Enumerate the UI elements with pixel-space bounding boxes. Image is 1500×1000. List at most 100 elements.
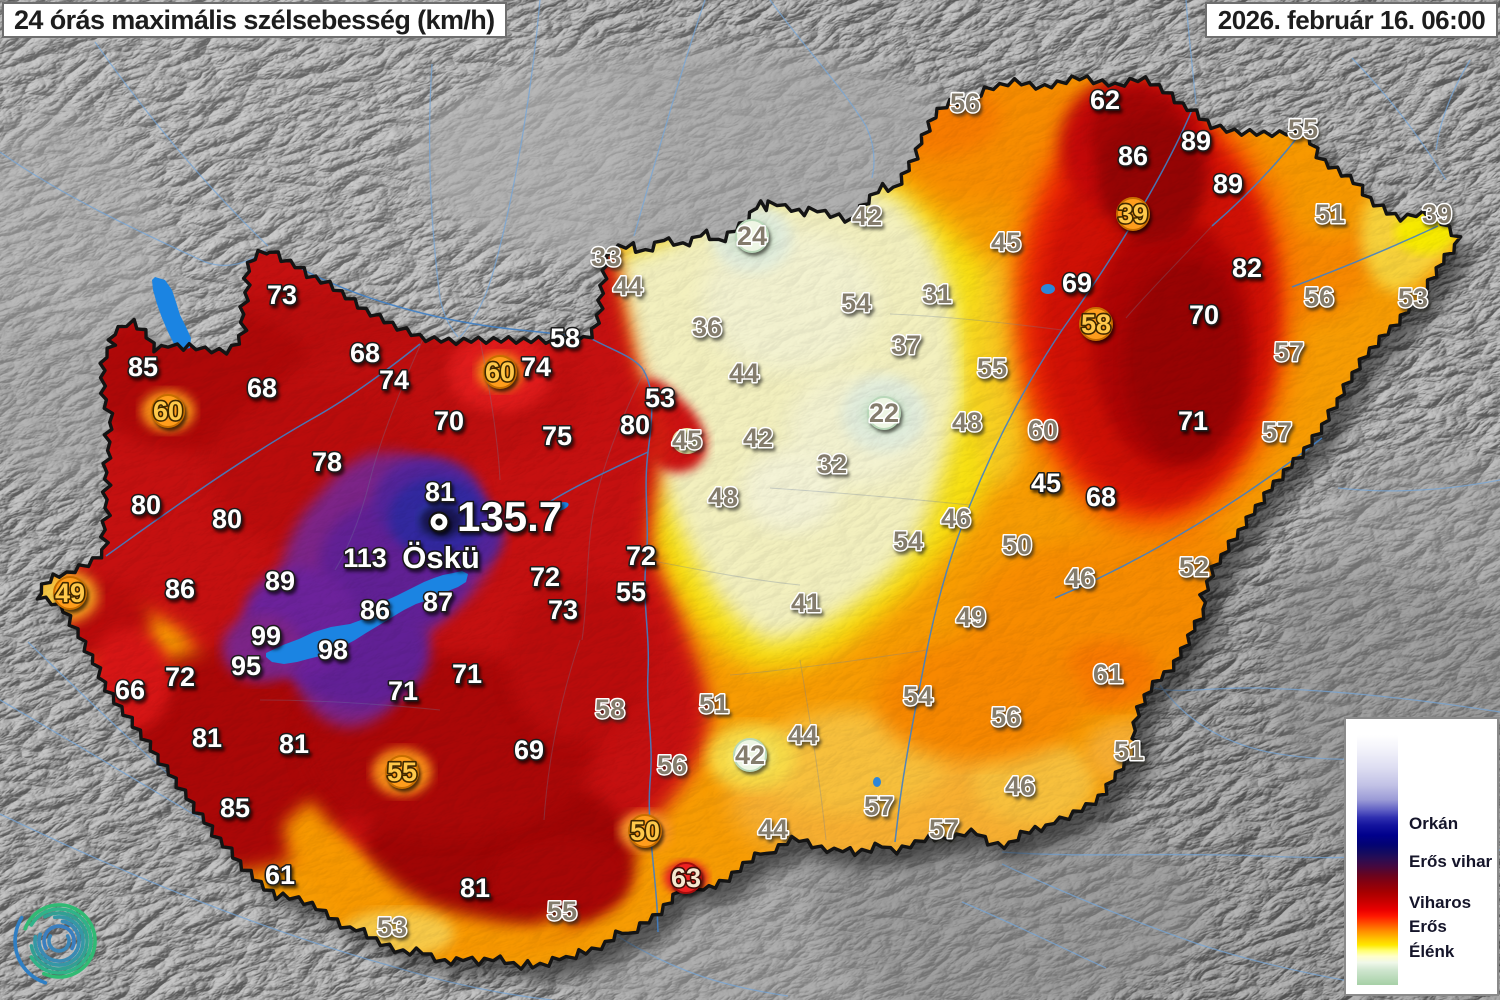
svg-text:42: 42 <box>743 423 773 453</box>
svg-text:53: 53 <box>1398 283 1428 313</box>
svg-text:86: 86 <box>165 574 195 604</box>
svg-text:48: 48 <box>952 407 982 437</box>
svg-text:39: 39 <box>1422 199 1452 229</box>
svg-text:45: 45 <box>991 227 1021 257</box>
svg-text:68: 68 <box>1086 482 1116 512</box>
svg-text:98: 98 <box>318 635 348 665</box>
svg-text:58: 58 <box>595 694 625 724</box>
svg-text:56: 56 <box>657 750 687 780</box>
svg-text:50: 50 <box>1002 530 1032 560</box>
svg-text:53: 53 <box>645 383 675 413</box>
svg-text:80: 80 <box>620 410 650 440</box>
svg-text:60: 60 <box>153 396 183 426</box>
svg-text:41: 41 <box>791 588 821 618</box>
svg-text:Öskü: Öskü <box>402 540 480 575</box>
svg-text:39: 39 <box>1118 199 1148 229</box>
svg-text:49: 49 <box>55 578 85 608</box>
svg-text:85: 85 <box>128 352 158 382</box>
svg-text:31: 31 <box>922 279 952 309</box>
svg-text:80: 80 <box>131 490 161 520</box>
svg-text:37: 37 <box>891 330 921 360</box>
svg-text:73: 73 <box>548 595 578 625</box>
svg-text:89: 89 <box>265 566 295 596</box>
svg-text:57: 57 <box>1262 417 1292 447</box>
svg-text:Erős: Erős <box>1409 917 1447 936</box>
svg-text:75: 75 <box>542 421 572 451</box>
svg-text:45: 45 <box>672 425 702 455</box>
svg-text:58: 58 <box>1081 309 1111 339</box>
svg-text:72: 72 <box>626 541 656 571</box>
svg-text:71: 71 <box>388 676 418 706</box>
svg-text:60: 60 <box>1028 415 1058 445</box>
svg-text:55: 55 <box>1288 114 1318 144</box>
svg-text:68: 68 <box>247 373 277 403</box>
svg-text:51: 51 <box>1315 199 1345 229</box>
svg-text:81: 81 <box>460 873 490 903</box>
svg-text:58: 58 <box>550 323 580 353</box>
svg-text:56: 56 <box>991 702 1021 732</box>
svg-text:51: 51 <box>1114 736 1144 766</box>
svg-text:57: 57 <box>929 814 959 844</box>
svg-text:135.7: 135.7 <box>457 493 562 540</box>
svg-text:44: 44 <box>758 814 788 844</box>
svg-text:80: 80 <box>212 504 242 534</box>
svg-text:81: 81 <box>425 477 455 507</box>
svg-text:55: 55 <box>387 757 417 787</box>
svg-text:61: 61 <box>1093 659 1123 689</box>
svg-text:61: 61 <box>265 860 295 890</box>
svg-text:87: 87 <box>423 587 453 617</box>
svg-text:50: 50 <box>630 816 660 846</box>
svg-text:56: 56 <box>950 88 980 118</box>
svg-text:Erős vihar: Erős vihar <box>1409 852 1493 871</box>
svg-text:60: 60 <box>485 357 515 387</box>
svg-text:62: 62 <box>1090 85 1120 115</box>
svg-text:46: 46 <box>1065 563 1095 593</box>
svg-text:51: 51 <box>699 689 729 719</box>
svg-text:69: 69 <box>1062 268 1092 298</box>
svg-text:99: 99 <box>251 621 281 651</box>
svg-text:53: 53 <box>377 912 407 942</box>
svg-text:56: 56 <box>1304 282 1334 312</box>
svg-text:42: 42 <box>852 201 882 231</box>
svg-text:63: 63 <box>671 863 701 893</box>
svg-text:49: 49 <box>956 602 986 632</box>
svg-text:86: 86 <box>360 595 390 625</box>
svg-text:44: 44 <box>729 358 759 388</box>
svg-text:74: 74 <box>379 365 409 395</box>
svg-text:74: 74 <box>521 352 551 382</box>
svg-text:71: 71 <box>1178 406 1208 436</box>
svg-text:69: 69 <box>514 735 544 765</box>
svg-text:54: 54 <box>893 526 923 556</box>
svg-text:70: 70 <box>434 406 464 436</box>
svg-text:81: 81 <box>192 723 222 753</box>
svg-text:33: 33 <box>591 242 621 272</box>
svg-text:Orkán: Orkán <box>1409 814 1458 833</box>
svg-text:55: 55 <box>977 353 1007 383</box>
svg-text:52: 52 <box>1179 552 1209 582</box>
svg-text:57: 57 <box>1274 337 1304 367</box>
svg-text:81: 81 <box>279 729 309 759</box>
svg-text:32: 32 <box>817 449 847 479</box>
svg-text:82: 82 <box>1232 253 1262 283</box>
svg-text:22: 22 <box>869 398 899 428</box>
svg-text:48: 48 <box>708 482 738 512</box>
svg-text:42: 42 <box>735 740 765 770</box>
svg-text:70: 70 <box>1189 300 1219 330</box>
svg-text:55: 55 <box>616 577 646 607</box>
svg-text:44: 44 <box>788 720 818 750</box>
svg-text:89: 89 <box>1181 126 1211 156</box>
svg-text:78: 78 <box>312 447 342 477</box>
svg-text:72: 72 <box>165 662 195 692</box>
svg-text:46: 46 <box>1005 771 1035 801</box>
svg-text:Viharos: Viharos <box>1409 893 1471 912</box>
svg-text:54: 54 <box>841 288 871 318</box>
svg-text:66: 66 <box>115 675 145 705</box>
svg-text:Élénk: Élénk <box>1409 942 1455 961</box>
svg-text:73: 73 <box>267 280 297 310</box>
svg-text:89: 89 <box>1213 169 1243 199</box>
svg-text:54: 54 <box>903 681 933 711</box>
svg-text:55: 55 <box>547 896 577 926</box>
svg-text:85: 85 <box>220 793 250 823</box>
svg-text:113: 113 <box>343 543 387 573</box>
svg-text:95: 95 <box>231 651 261 681</box>
